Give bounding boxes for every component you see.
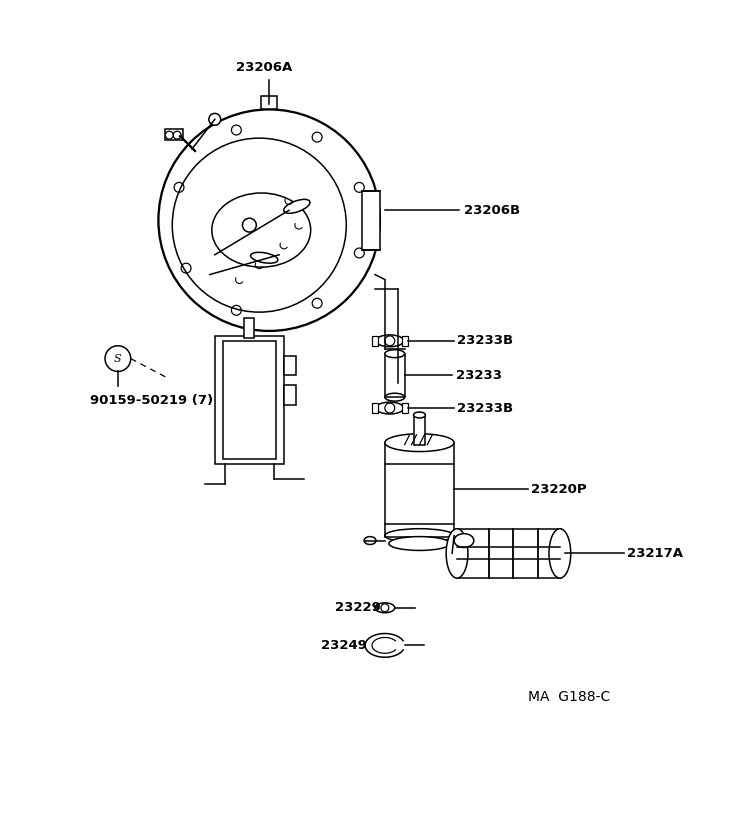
Ellipse shape [212,193,311,267]
Circle shape [385,336,395,346]
Ellipse shape [283,199,310,213]
Bar [402,403,408,413]
Ellipse shape [549,529,571,578]
Circle shape [243,218,257,232]
Bar [165,129,183,140]
Ellipse shape [454,534,474,548]
Text: 90159-50219 (7): 90159-50219 (7) [90,394,214,406]
Circle shape [165,131,173,139]
Bar [372,336,378,346]
Bar [402,336,408,346]
Ellipse shape [375,603,395,613]
Ellipse shape [251,252,278,263]
Ellipse shape [446,529,468,578]
Circle shape [385,403,395,413]
Bar [457,529,561,578]
Bar [261,96,277,109]
Bar [222,341,276,459]
Bar [385,443,454,537]
Bar [215,336,284,464]
Text: 23217A: 23217A [627,547,683,560]
Ellipse shape [364,537,376,544]
Text: 23206A: 23206A [236,61,292,74]
Ellipse shape [376,402,404,414]
Text: 23249: 23249 [321,638,367,652]
Text: 23233: 23233 [456,369,502,382]
Circle shape [209,113,221,126]
Circle shape [173,131,181,139]
Ellipse shape [389,537,450,550]
Text: MA  G188-C: MA G188-C [528,690,611,704]
Ellipse shape [385,349,405,358]
Bar [385,354,405,397]
Ellipse shape [385,434,454,452]
Bar [414,415,426,444]
Ellipse shape [414,412,426,418]
Text: 23233B: 23233B [457,401,513,415]
Text: 23233B: 23233B [457,335,513,347]
Bar [284,385,296,405]
Circle shape [381,604,389,612]
Bar [284,356,296,376]
Ellipse shape [376,335,404,347]
Text: 23229: 23229 [336,601,381,615]
Bar [372,403,378,413]
Text: S: S [114,354,122,363]
Bar [245,318,254,338]
Text: 23220P: 23220P [531,482,587,496]
Text: 23206B: 23206B [464,204,520,216]
Bar [362,191,380,249]
